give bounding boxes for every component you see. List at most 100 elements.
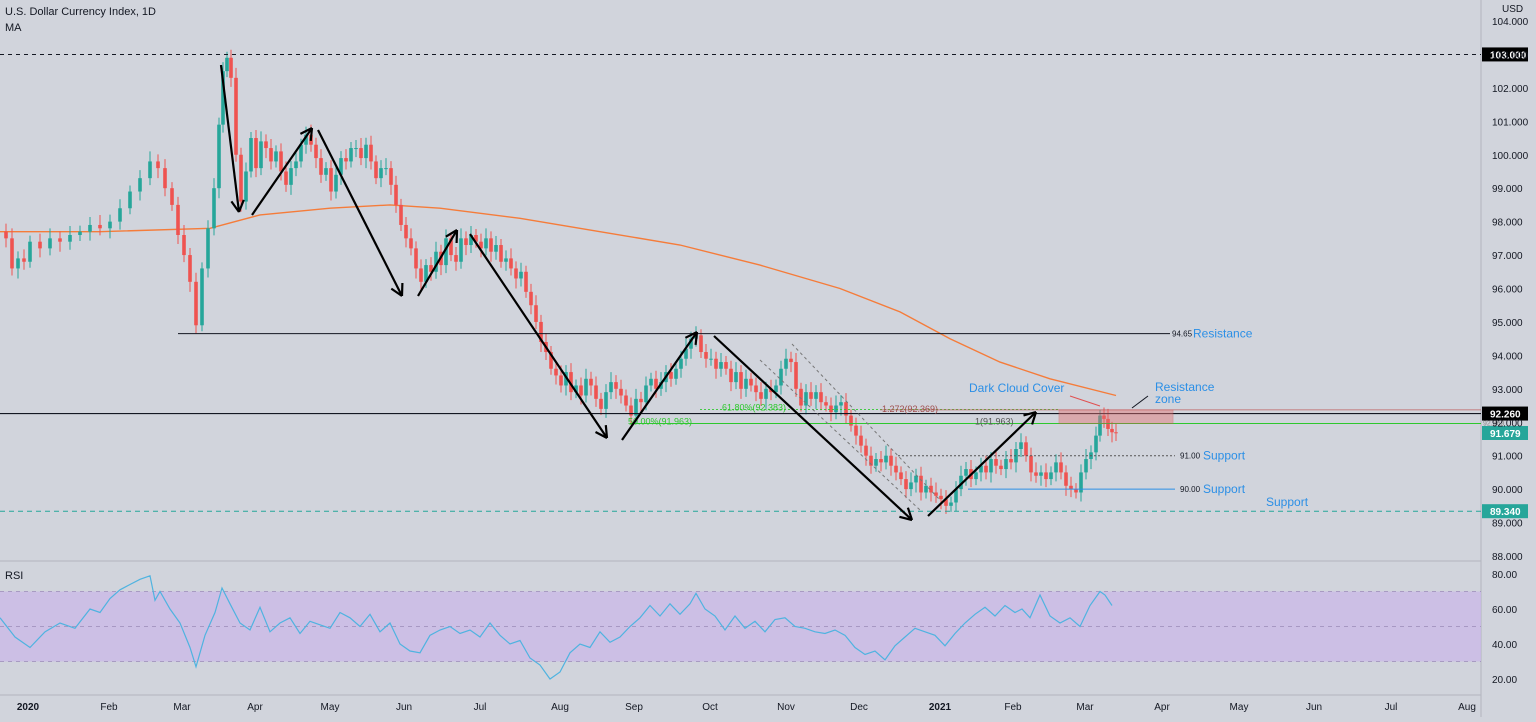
candle-body (194, 282, 198, 325)
candle-body (779, 369, 783, 386)
candle-body (754, 385, 758, 392)
candle-body (314, 145, 318, 158)
level-9465-label: 94.65 (1172, 330, 1193, 339)
candle-body (644, 385, 648, 402)
candle-body (974, 472, 978, 479)
candle-body (28, 242, 32, 262)
candle-body (16, 258, 20, 268)
candle-body (874, 459, 878, 466)
candle-body (514, 268, 518, 278)
chart-title: U.S. Dollar Currency Index, 1D (5, 6, 156, 18)
candle-body (206, 228, 210, 268)
candle-body (504, 258, 508, 261)
candle-body (784, 359, 788, 369)
candle-body (734, 372, 738, 382)
time-axis-tick: Aug (551, 702, 569, 713)
price-axis-tick: 94.000 (1492, 351, 1523, 362)
price-axis-tick: 88.000 (1492, 552, 1523, 563)
time-axis-tick: Aug (1458, 702, 1476, 713)
time-axis-tick: Jul (1385, 702, 1398, 713)
candle-body (679, 359, 683, 369)
candle-body (176, 205, 180, 235)
candle-body (1084, 459, 1088, 472)
candle-body (384, 168, 388, 169)
candle-body (989, 459, 993, 472)
candle-body (1064, 472, 1068, 485)
candle-body (789, 359, 793, 362)
support-89-label: Support (1266, 495, 1309, 509)
dark-cloud-cover-label: Dark Cloud Cover (969, 381, 1064, 395)
candle-body (794, 362, 798, 389)
candle-body (289, 168, 293, 185)
candle-body (819, 392, 823, 402)
candle-body (269, 148, 273, 161)
price-axis-tick: 104.000 (1492, 17, 1529, 28)
candle-body (379, 168, 383, 178)
candle-body (389, 168, 393, 185)
time-axis-tick: Nov (777, 702, 795, 713)
time-axis-tick: Jun (1306, 702, 1322, 713)
candle-body (58, 238, 62, 241)
price-axis-tick: 89.000 (1492, 519, 1523, 530)
candle-body (234, 78, 238, 155)
candle-body (334, 175, 338, 192)
candle-body (454, 255, 458, 262)
candle-body (839, 402, 843, 405)
candle-body (834, 406, 838, 413)
price-axis-tick: 102.000 (1492, 84, 1529, 95)
resistance-label: Resistance (1193, 327, 1253, 341)
candle-body (719, 362, 723, 369)
candle-body (579, 385, 583, 395)
candle-body (904, 479, 908, 489)
candle-body (884, 456, 888, 463)
candle-body (1044, 472, 1048, 479)
candle-body (949, 503, 953, 506)
candle-body (494, 245, 498, 252)
time-axis-tick: 2020 (17, 702, 40, 713)
candle-body (459, 238, 463, 261)
candle-body (759, 392, 763, 399)
candle-body (399, 205, 403, 225)
candle-body (594, 385, 598, 398)
candle-body (509, 258, 513, 268)
candle-body (899, 472, 903, 479)
price-axis-tick: 90.000 (1492, 485, 1523, 496)
price-axis-tick: 101.000 (1492, 117, 1529, 128)
candle-body (22, 258, 26, 261)
candle-body (404, 225, 408, 238)
price-axis-tick: 99.000 (1492, 184, 1523, 195)
candle-body (749, 379, 753, 386)
candle-body (649, 379, 653, 386)
candle-body (254, 138, 258, 168)
time-axis-tick: Jul (474, 702, 487, 713)
ma-indicator-label[interactable]: MA (5, 22, 22, 34)
candle-body (714, 359, 718, 369)
candle-body (1059, 462, 1063, 472)
candle-body (524, 272, 528, 292)
candle-body (709, 359, 713, 360)
candle-body (1009, 459, 1013, 462)
candle-body (1004, 459, 1008, 469)
candle-body (359, 148, 363, 158)
candle-body (10, 238, 14, 268)
support-90-label: Support (1203, 482, 1246, 496)
candle-body (984, 466, 988, 473)
candle-body (1074, 489, 1078, 492)
rsi-indicator-label[interactable]: RSI (5, 570, 23, 582)
resistance-zone-box[interactable] (1059, 410, 1173, 424)
time-axis-tick: Oct (702, 702, 718, 713)
price-badge-89: 89.340 (1490, 507, 1521, 518)
price-badge-last: 91.679 (1490, 429, 1521, 440)
candle-body (138, 178, 142, 191)
candle-body (864, 446, 868, 456)
candle-body (619, 389, 623, 396)
candle-body (1019, 442, 1023, 449)
level-9100-label: 91.00 (1180, 452, 1201, 461)
candle-body (319, 158, 323, 175)
candle-body (919, 476, 923, 493)
candle-body (1094, 436, 1098, 453)
fib-1-label: 1(91.963) (975, 416, 1014, 426)
time-axis-tick: Sep (625, 702, 643, 713)
